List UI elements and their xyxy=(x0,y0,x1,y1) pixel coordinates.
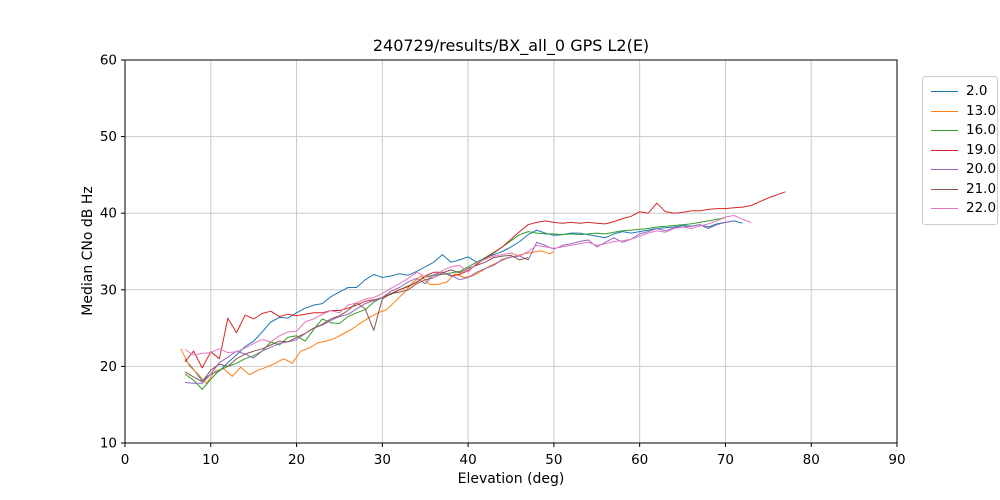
x-tick-label: 70 xyxy=(717,452,734,468)
y-axis-label: Median CNo dB Hz xyxy=(80,186,96,316)
legend-item-21.0: 21.0 xyxy=(931,180,996,200)
y-tick-label: 50 xyxy=(100,129,117,145)
x-tick-label: 0 xyxy=(121,452,130,468)
legend: 2.0 13.0 16.0 19.0 20.0 21.0 22.0 xyxy=(922,76,998,225)
legend-line-swatch xyxy=(931,110,958,112)
legend-label: 20.0 xyxy=(966,161,997,177)
y-tick-label: 10 xyxy=(100,436,117,452)
x-tick-label: 40 xyxy=(460,452,477,468)
legend-label: 13.0 xyxy=(966,102,997,119)
legend-item-13.0: 13.0 xyxy=(931,102,996,122)
legend-item-20.0: 20.0 xyxy=(931,160,996,180)
y-tick-label: 40 xyxy=(100,206,117,222)
legend-label: 22.0 xyxy=(966,200,997,216)
x-axis-label: Elevation (deg) xyxy=(457,471,565,487)
x-axis: 0 10 20 30 40 50 60 70 80 90 xyxy=(121,443,906,468)
legend-line-swatch xyxy=(931,208,958,210)
legend-label: 2.0 xyxy=(966,83,988,99)
series-line-22.0 xyxy=(184,215,752,356)
x-tick-label: 10 xyxy=(202,452,219,468)
series-line-13.0 xyxy=(180,250,555,384)
y-axis: 10 20 30 40 50 60 xyxy=(100,53,125,452)
legend-line-swatch xyxy=(931,149,958,151)
series-line-19.0 xyxy=(184,191,786,369)
series-line-2.0 xyxy=(184,220,743,382)
series-line-20.0 xyxy=(184,220,735,384)
x-tick-label: 50 xyxy=(545,452,562,468)
legend-line-swatch xyxy=(931,188,958,190)
x-tick-label: 90 xyxy=(888,452,905,468)
legend-label: 21.0 xyxy=(966,180,997,197)
series-line-21.0 xyxy=(184,254,529,383)
legend-label: 19.0 xyxy=(966,141,997,158)
y-tick-label: 20 xyxy=(100,359,117,375)
legend-line-swatch xyxy=(931,130,958,132)
chart-title: 240729/results/BX_all_0 GPS L2(E) xyxy=(372,36,650,55)
legend-item-16.0: 16.0 xyxy=(931,121,996,141)
legend-label: 16.0 xyxy=(966,122,997,138)
y-tick-label: 30 xyxy=(100,282,117,298)
y-tick-label: 60 xyxy=(100,53,117,69)
x-tick-label: 60 xyxy=(631,452,648,468)
legend-line-swatch xyxy=(931,91,958,93)
series-line-16.0 xyxy=(184,217,726,390)
legend-item-2.0: 2.0 xyxy=(931,82,989,102)
legend-item-22.0: 22.0 xyxy=(931,199,996,219)
plot-border xyxy=(124,59,898,444)
grid xyxy=(125,60,897,443)
x-tick-label: 30 xyxy=(374,452,391,468)
legend-line-swatch xyxy=(931,169,958,171)
x-tick-label: 20 xyxy=(288,452,305,468)
x-tick-label: 80 xyxy=(803,452,820,468)
legend-item-19.0: 19.0 xyxy=(931,141,996,161)
